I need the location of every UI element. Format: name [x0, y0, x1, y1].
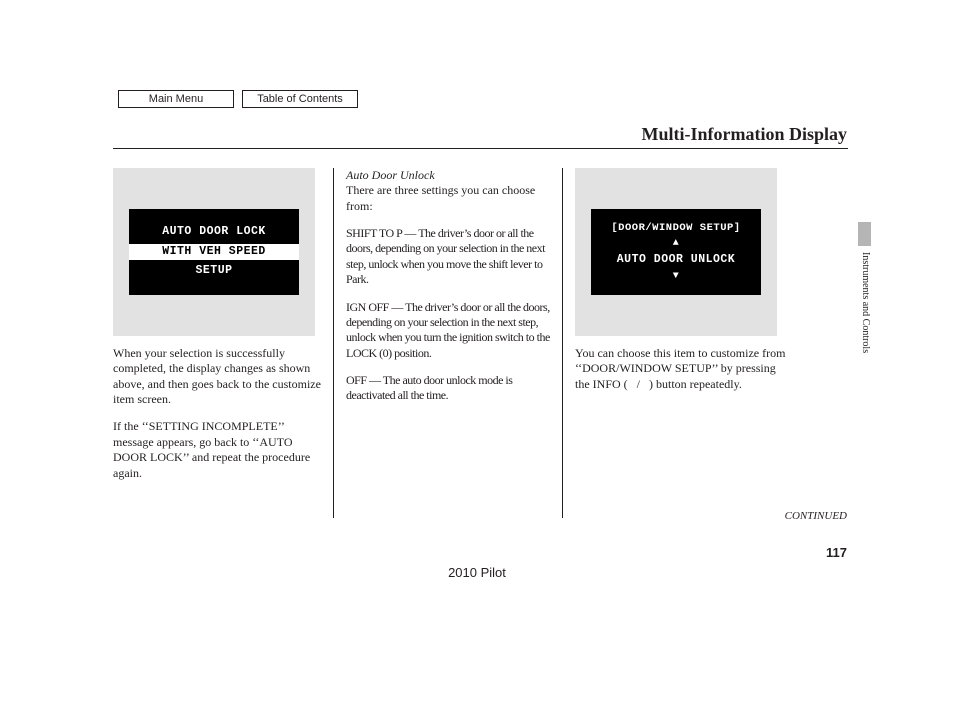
screen2-line: AUTO DOOR UNLOCK: [617, 253, 735, 268]
col3-paragraph-1: You can choose this item to customize fr…: [575, 346, 791, 392]
col2-subtitle: Auto Door Unlock: [346, 168, 435, 182]
screen1-line2-highlight: WITH VEH SPEED: [129, 244, 299, 261]
screen1-line1: AUTO DOOR LOCK: [162, 225, 266, 240]
down-arrow-icon: ▼: [673, 272, 680, 282]
title-rule: [113, 148, 848, 149]
side-section-label: Instruments and Controls: [857, 252, 871, 392]
col2-option-1: SHIFT TO P — The driver’s door or all th…: [346, 226, 550, 287]
col1-paragraph-2: If the ‘‘SETTING INCOMPLETE’’ message ap…: [113, 419, 321, 480]
col2-subtitle-block: Auto Door Unlock There are three setting…: [346, 168, 550, 214]
page-number: 117: [826, 545, 847, 560]
mock-screen-2: [DOOR/WINDOW SETUP] ▲ AUTO DOOR UNLOCK ▼: [591, 209, 761, 295]
col2-intro: There are three settings you can choose …: [346, 183, 535, 212]
side-tab: [858, 222, 871, 246]
col2-option-2: IGN OFF — The driver’s door or all the d…: [346, 300, 550, 361]
nav-bar: Main Menu Table of Contents: [118, 90, 358, 108]
toc-button[interactable]: Table of Contents: [242, 90, 358, 108]
content-columns: AUTO DOOR LOCK WITH VEH SPEED SETUP When…: [113, 168, 848, 518]
column-2: Auto Door Unlock There are three setting…: [334, 168, 562, 518]
main-menu-button[interactable]: Main Menu: [118, 90, 234, 108]
footer-model-year: 2010 Pilot: [0, 565, 954, 580]
col2-option-3: OFF — The auto door unlock mode is deact…: [346, 373, 550, 404]
mock-screen-1: AUTO DOOR LOCK WITH VEH SPEED SETUP: [129, 209, 299, 295]
col1-paragraph-1: When your selection is successfully comp…: [113, 346, 321, 407]
display-box-1: AUTO DOOR LOCK WITH VEH SPEED SETUP: [113, 168, 315, 336]
display-box-2: [DOOR/WINDOW SETUP] ▲ AUTO DOOR UNLOCK ▼: [575, 168, 777, 336]
page-title: Multi-Information Display: [641, 124, 847, 145]
screen2-header: [DOOR/WINDOW SETUP]: [611, 222, 740, 236]
column-3: [DOOR/WINDOW SETUP] ▲ AUTO DOOR UNLOCK ▼…: [563, 168, 791, 518]
continued-label: CONTINUED: [785, 510, 847, 522]
up-arrow-icon: ▲: [673, 239, 680, 249]
column-1: AUTO DOOR LOCK WITH VEH SPEED SETUP When…: [113, 168, 333, 518]
screen1-line3: SETUP: [195, 264, 232, 279]
